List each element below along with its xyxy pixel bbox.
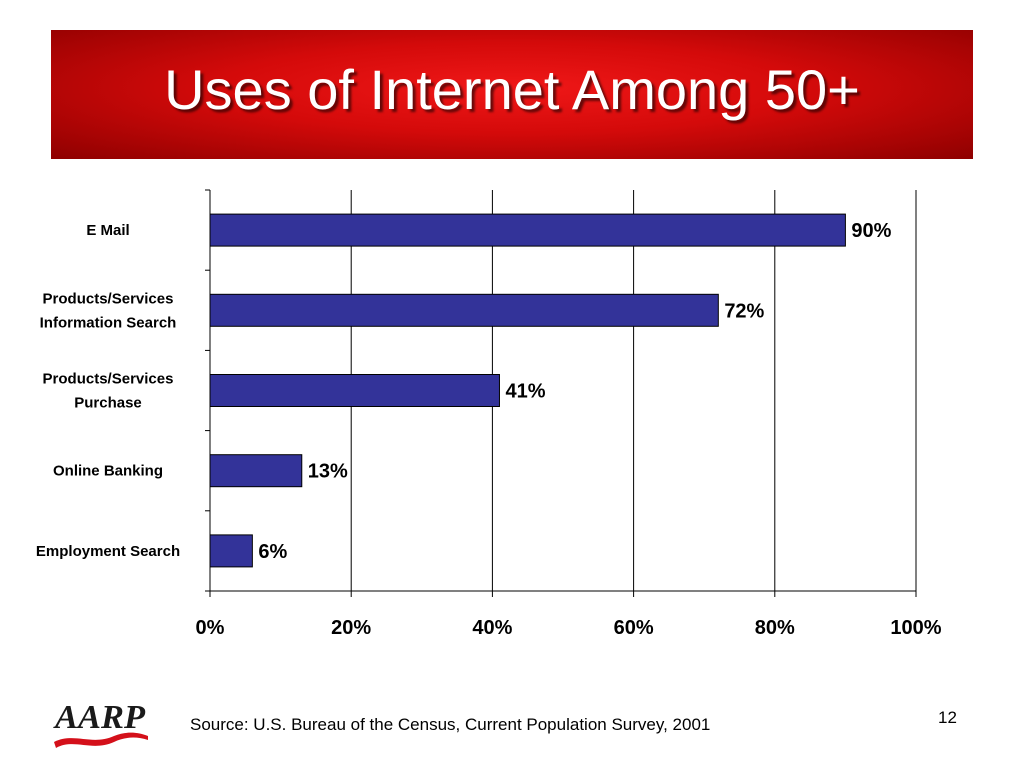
x-tick-label: 20%	[331, 617, 371, 639]
title-banner: Uses of Internet Among 50+	[51, 30, 973, 159]
bar	[209, 454, 303, 488]
data-label: 90%	[851, 220, 891, 242]
x-tick-label: 100%	[890, 617, 941, 639]
data-label: 6%	[258, 541, 287, 563]
x-tick-label: 80%	[755, 617, 795, 639]
bar	[209, 293, 719, 327]
bar	[209, 374, 500, 407]
x-tick-label: 40%	[472, 617, 512, 639]
x-tick-label: 0%	[196, 617, 225, 639]
category-label: Employment Search	[36, 543, 180, 560]
bar	[209, 213, 846, 247]
category-label: E Mail	[86, 222, 129, 239]
svg-text:AARP: AARP	[53, 699, 145, 736]
page-number: 12	[938, 708, 957, 727]
category-label: Products/Services Purchase	[43, 371, 174, 412]
slide-title: Uses of Internet Among 50+	[164, 57, 860, 121]
category-label: Products/Services Information Search	[40, 290, 177, 331]
data-label: 72%	[724, 300, 764, 322]
x-tick-label: 60%	[614, 617, 654, 639]
aarp-logo: AARP	[53, 699, 148, 748]
category-label: Online Banking	[53, 463, 163, 480]
axes	[205, 189, 917, 597]
data-label: 41%	[505, 381, 545, 403]
source-note: Source: U.S. Bureau of the Census, Curre…	[190, 715, 711, 734]
data-label: 13%	[308, 461, 348, 483]
labels: 90% E Mail 72% Products/Services Information…	[36, 220, 942, 639]
bar	[209, 534, 253, 568]
